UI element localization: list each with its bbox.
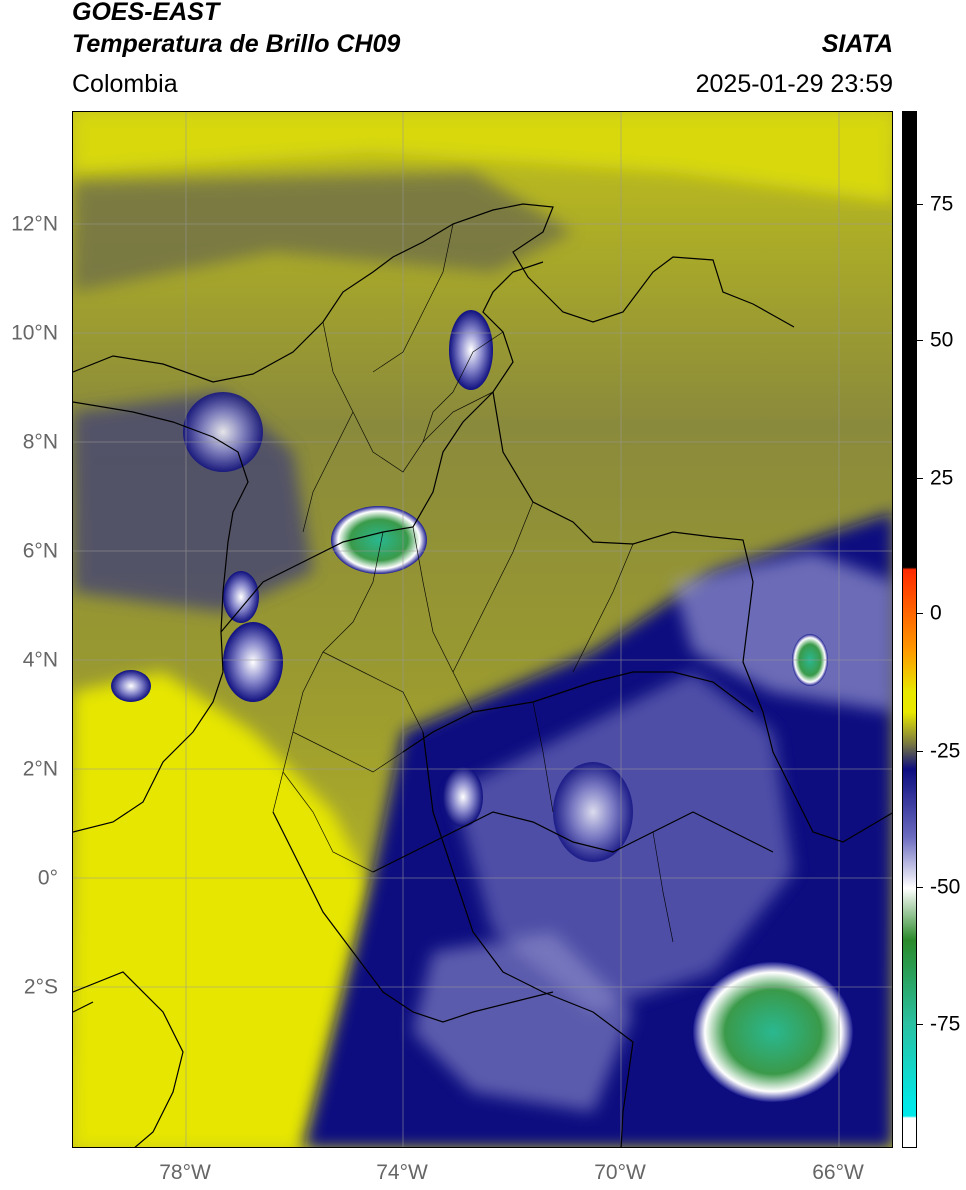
datetime-label: 2025-01-29 23:59 bbox=[695, 70, 893, 98]
latitude-label: 6°N bbox=[22, 539, 58, 563]
product-title: Temperatura de Brillo CH09 bbox=[72, 30, 401, 58]
storm-cell-amazon bbox=[693, 962, 853, 1102]
source-label: SIATA bbox=[821, 30, 893, 58]
latitude-label: 8°N bbox=[22, 430, 58, 454]
storm-cell-offshore bbox=[111, 670, 151, 702]
longitude-label: 66°W bbox=[812, 1161, 864, 1184]
colorbar-tick bbox=[917, 1024, 923, 1025]
latitude-label: 4°N bbox=[22, 648, 58, 672]
storm-cell-antioquia bbox=[331, 506, 427, 574]
longitude-label: 74°W bbox=[376, 1161, 428, 1184]
colorbar-tick-label: -50 bbox=[930, 875, 961, 899]
satellite-title: GOES-EAST bbox=[72, 0, 220, 26]
colorbar bbox=[902, 111, 917, 1148]
graticule bbox=[73, 112, 892, 1147]
storm-cell-darien bbox=[183, 392, 263, 472]
storm-cell-guaviare bbox=[443, 767, 483, 827]
borders bbox=[73, 203, 892, 1147]
map-canvas bbox=[73, 112, 892, 1147]
colorbar-tick bbox=[917, 613, 923, 614]
department-borders bbox=[272, 223, 674, 943]
storm-cell-catatumbo bbox=[449, 310, 493, 390]
satellite-map[interactable] bbox=[72, 111, 893, 1148]
warm-region-north bbox=[73, 112, 892, 202]
colorbar-tick-label: -25 bbox=[930, 739, 961, 763]
colorbar-tick bbox=[917, 478, 923, 479]
latitude-label: 2°S bbox=[23, 975, 58, 999]
colorbar-tick-label: -75 bbox=[930, 1012, 961, 1036]
storm-cell-vaupes bbox=[553, 762, 633, 862]
latitude-label: 12°N bbox=[11, 212, 58, 236]
colorbar-tick bbox=[917, 887, 923, 888]
longitude-label: 78°W bbox=[159, 1161, 211, 1184]
colorbar-tick bbox=[917, 340, 923, 341]
colorbar-tick-label: 25 bbox=[930, 466, 954, 490]
region-label: Colombia bbox=[72, 70, 178, 98]
latitude-label: 0° bbox=[37, 866, 58, 890]
storm-cell-pacific-1 bbox=[223, 622, 283, 702]
colorbar-tick bbox=[917, 204, 923, 205]
colorbar-tick-label: 75 bbox=[930, 192, 954, 216]
cloud-texture-3 bbox=[413, 932, 633, 1112]
latitude-label: 10°N bbox=[11, 321, 58, 345]
colorbar-tick-label: 0 bbox=[930, 601, 942, 625]
storm-cell-pacific-2 bbox=[223, 571, 259, 623]
cloud-texture-2 bbox=[673, 552, 892, 712]
latitude-label: 2°N bbox=[22, 757, 58, 781]
longitude-label: 70°W bbox=[594, 1161, 646, 1184]
colorbar-tick-label: 50 bbox=[930, 328, 954, 352]
colorbar-tick bbox=[917, 751, 923, 752]
cool-band-north bbox=[73, 172, 573, 292]
